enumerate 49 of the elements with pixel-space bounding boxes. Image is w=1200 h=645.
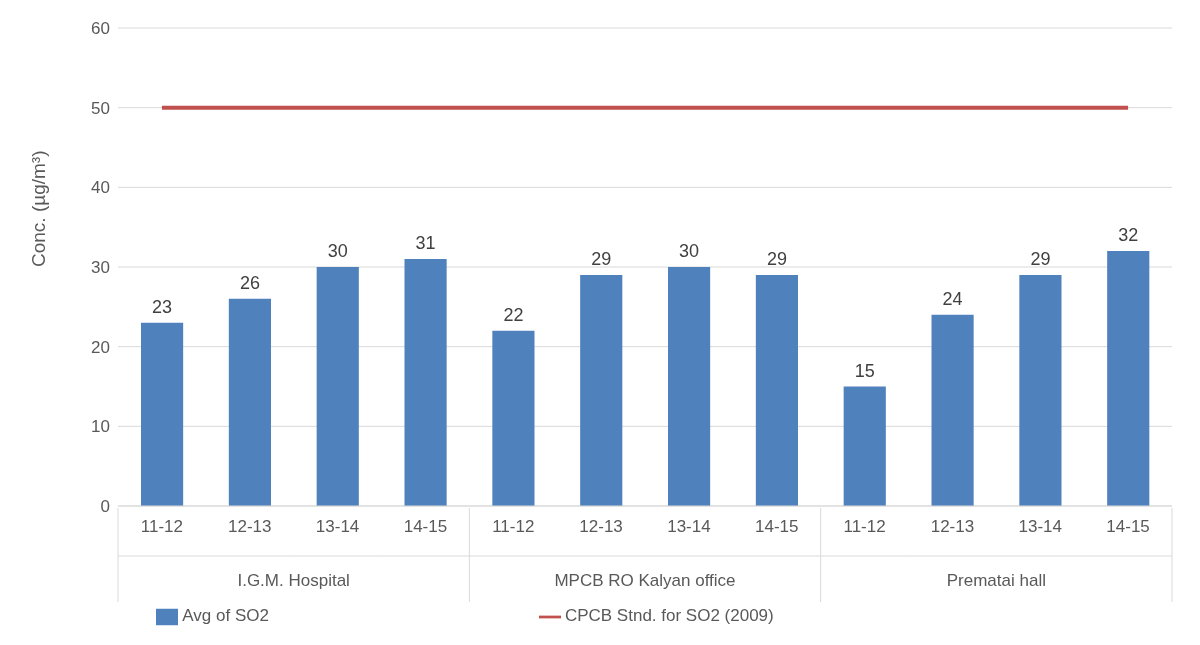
- data-label: 30: [679, 241, 700, 261]
- x-tick-label: 13-14: [315, 517, 360, 536]
- y-tick-label: 0: [100, 497, 110, 517]
- data-label: 29: [1030, 248, 1051, 269]
- bar: [404, 259, 447, 506]
- x-tick-label: 11-12: [140, 517, 184, 536]
- data-label: 29: [591, 248, 612, 269]
- bar: [1107, 251, 1150, 506]
- x-tick-label: 12-13: [579, 517, 623, 536]
- bar: [931, 314, 974, 506]
- bar: [580, 274, 623, 506]
- text: I.G.M. Hospital: [237, 571, 350, 590]
- bar: [668, 267, 711, 506]
- x-tick-label: 13-14: [1018, 517, 1062, 536]
- data-label: 15: [854, 360, 875, 381]
- x-tick-label: 13-14: [667, 517, 711, 536]
- data-label: 29: [766, 248, 787, 269]
- data-label: 31: [415, 233, 436, 254]
- x-tick-label: 11-12: [843, 517, 886, 536]
- x-tick-label: 14-15: [403, 517, 448, 536]
- y-tick-label: 60: [91, 19, 110, 39]
- x-tick-label: 12-13: [228, 517, 272, 536]
- text: MPCB RO Kalyan office: [554, 571, 736, 590]
- text: Prematai hall: [946, 571, 1046, 590]
- x-tick-label: 14-15: [755, 517, 799, 536]
- data-label: 23: [152, 296, 173, 317]
- bar: [228, 298, 271, 506]
- bar: [492, 330, 535, 506]
- bar: [141, 322, 184, 506]
- y-tick-label: 20: [91, 337, 110, 357]
- y-tick-label: 30: [91, 258, 110, 278]
- y-tick-label: 10: [91, 417, 110, 437]
- data-label: 32: [1118, 225, 1139, 246]
- legend-label: Avg of SO2: [182, 606, 269, 626]
- data-label: 26: [239, 272, 260, 293]
- legend-label: CPCB Stnd. for SO2 (2009): [564, 606, 774, 626]
- x-tick-label: 14-15: [1106, 517, 1150, 536]
- x-tick-label: 12-13: [930, 517, 975, 536]
- y-axis-title: Conc. (µg/m³): [27, 150, 49, 267]
- x-tick-label: 11-12: [492, 517, 535, 536]
- y-tick-label: 40: [91, 178, 110, 198]
- data-label: 24: [942, 288, 963, 309]
- y-tick-label: 50: [91, 98, 110, 118]
- data-label: 30: [327, 241, 348, 261]
- bar: [1019, 274, 1062, 506]
- bar: [316, 267, 359, 506]
- data-label: 22: [503, 304, 524, 325]
- bar: [755, 274, 798, 506]
- bar: [843, 386, 886, 506]
